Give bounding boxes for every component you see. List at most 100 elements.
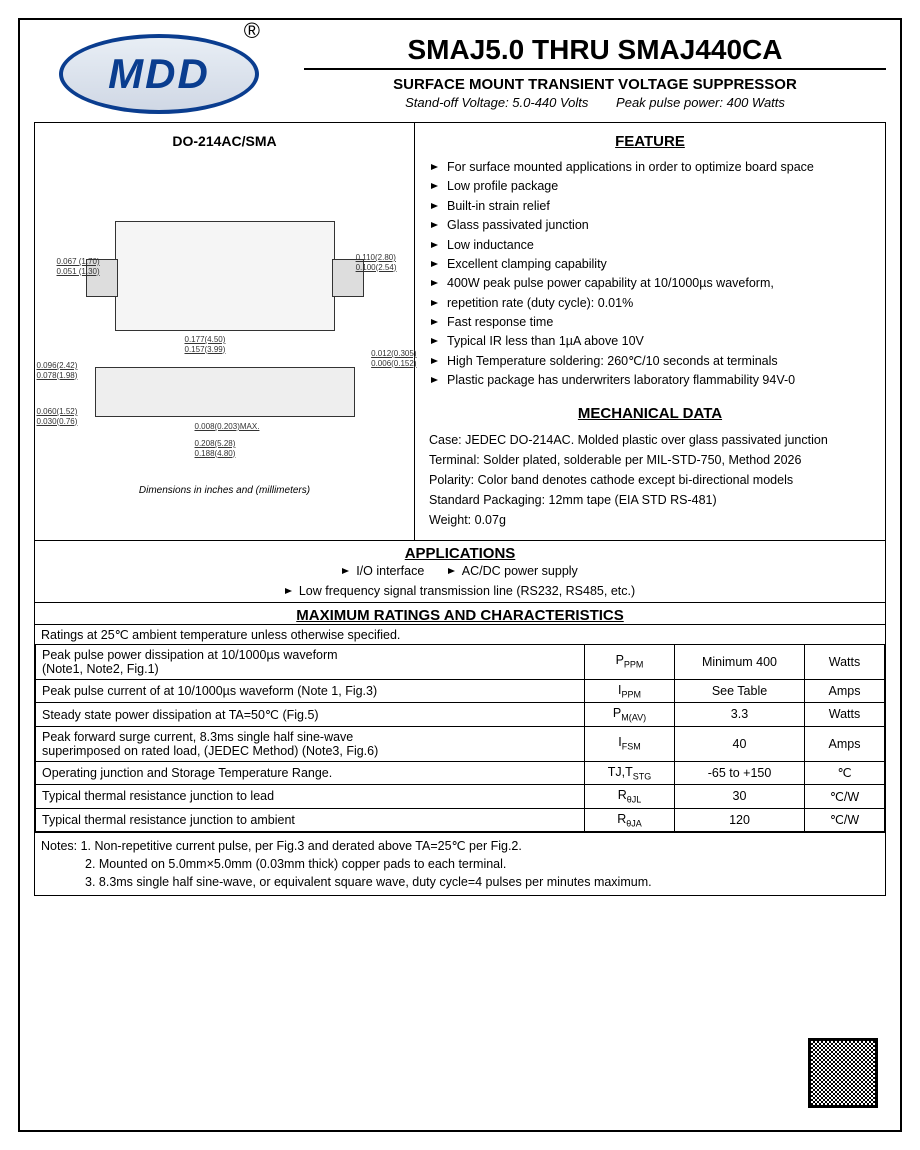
param-cell: Peak forward surge current, 8.3ms single… xyxy=(36,726,585,761)
applications-row-2: Low frequency signal transmission line (… xyxy=(35,582,885,602)
symbol-cell: RθJA xyxy=(585,808,675,832)
feature-item: For surface mounted applications in orde… xyxy=(429,158,871,177)
title-underline xyxy=(304,68,886,70)
table-row: Steady state power dissipation at TA=50℃… xyxy=(36,703,885,727)
feature-item: Low inductance xyxy=(429,236,871,255)
ratings-condition: Ratings at 25℃ ambient temperature unles… xyxy=(35,624,885,644)
unit-cell: ℃/W xyxy=(805,808,885,832)
dim-h2: 0.188(4.80) xyxy=(195,449,236,459)
package-side-view xyxy=(95,367,355,417)
feature-column: FEATURE For surface mounted applications… xyxy=(415,123,885,540)
content-frame: DO-214AC/SMA 0.067 (1.70) 0.051 (1.30) 0… xyxy=(34,122,886,896)
unit-cell: Amps xyxy=(805,679,885,703)
logo-box: MDD ® xyxy=(34,34,284,114)
feature-item: Low profile package xyxy=(429,177,871,196)
title-box: SMAJ5.0 THRU SMAJ440CA SURFACE MOUNT TRA… xyxy=(304,34,886,114)
dim-e2: 0.078(1.98) xyxy=(37,371,78,381)
table-row: Typical thermal resistance junction to a… xyxy=(36,808,885,832)
dim-b2: 0.100(2.54) xyxy=(356,263,397,273)
symbol-cell: TJ,TSTG xyxy=(585,761,675,785)
symbol-cell: RθJL xyxy=(585,785,675,809)
registered-mark: ® xyxy=(244,18,260,44)
symbol-cell: IPPM xyxy=(585,679,675,703)
mechanical-list: Case: JEDEC DO-214AC. Molded plastic ove… xyxy=(429,430,871,530)
symbol-cell: PM(AV) xyxy=(585,703,675,727)
two-col: DO-214AC/SMA 0.067 (1.70) 0.051 (1.30) 0… xyxy=(35,123,885,540)
package-diagram: 0.067 (1.70) 0.051 (1.30) 0.110(2.80) 0.… xyxy=(43,159,406,479)
unit-cell: Amps xyxy=(805,726,885,761)
package-top-view xyxy=(115,221,335,331)
dim-b1: 0.110(2.80) xyxy=(356,253,397,263)
feature-item: 400W peak pulse power capability at 10/1… xyxy=(429,274,871,293)
app-item: I/O interface xyxy=(342,564,424,578)
dim-note: Dimensions in inches and (millimeters) xyxy=(43,485,406,496)
dim-c1: 0.177(4.50) xyxy=(185,335,226,345)
feature-item: High Temperature soldering: 260℃/10 seco… xyxy=(429,352,871,371)
unit-cell: Watts xyxy=(805,703,885,727)
value-cell: See Table xyxy=(675,679,805,703)
mech-line: Weight: 0.07g xyxy=(429,510,871,530)
param-cell: Steady state power dissipation at TA=50℃… xyxy=(36,703,585,727)
qr-code xyxy=(808,1038,878,1108)
mech-line: Polarity: Color band denotes cathode exc… xyxy=(429,470,871,490)
dim-d2: 0.006(0.152) xyxy=(371,359,416,369)
param-cell: Typical thermal resistance junction to a… xyxy=(36,808,585,832)
param-cell: Peak pulse current of at 10/1000µs wavef… xyxy=(36,679,585,703)
page-frame: MDD ® SMAJ5.0 THRU SMAJ440CA SURFACE MOU… xyxy=(18,18,902,1132)
param-cell: Typical thermal resistance junction to l… xyxy=(36,785,585,809)
dim-e1: 0.096(2.42) xyxy=(37,361,78,371)
unit-cell: ℃/W xyxy=(805,785,885,809)
dim-f2: 0.030(0.76) xyxy=(37,417,78,427)
app-item: AC/DC power supply xyxy=(448,564,578,578)
table-row: Peak pulse current of at 10/1000µs wavef… xyxy=(36,679,885,703)
value-cell: 3.3 xyxy=(675,703,805,727)
ratings-table: Peak pulse power dissipation at 10/1000µ… xyxy=(35,644,885,833)
mech-line: Case: JEDEC DO-214AC. Molded plastic ove… xyxy=(429,430,871,450)
table-row: Peak pulse power dissipation at 10/1000µ… xyxy=(36,644,885,679)
unit-cell: Watts xyxy=(805,644,885,679)
note-1: Notes: 1. Non-repetitive current pulse, … xyxy=(41,837,879,855)
package-label: DO-214AC/SMA xyxy=(43,133,406,149)
symbol-cell: PPPM xyxy=(585,644,675,679)
applications-row-1: I/O interface AC/DC power supply xyxy=(35,562,885,582)
logo-text: MDD xyxy=(108,50,210,98)
value-cell: -65 to +150 xyxy=(675,761,805,785)
applications-title: APPLICATIONS xyxy=(35,540,885,562)
mech-line: Terminal: Solder plated, solderable per … xyxy=(429,450,871,470)
feature-item: Typical IR less than 1µA above 10V xyxy=(429,332,871,351)
value-cell: 40 xyxy=(675,726,805,761)
feature-item: Fast response time xyxy=(429,313,871,332)
dim-f1: 0.060(1.52) xyxy=(37,407,78,417)
value-cell: 30 xyxy=(675,785,805,809)
table-row: Peak forward surge current, 8.3ms single… xyxy=(36,726,885,761)
feature-item: Plastic package has underwriters laborat… xyxy=(429,371,871,390)
param-cell: Peak pulse power dissipation at 10/1000µ… xyxy=(36,644,585,679)
package-column: DO-214AC/SMA 0.067 (1.70) 0.051 (1.30) 0… xyxy=(35,123,415,540)
dim-g: 0.008(0.203)MAX. xyxy=(195,422,260,432)
table-row: Typical thermal resistance junction to l… xyxy=(36,785,885,809)
main-title: SMAJ5.0 THRU SMAJ440CA xyxy=(304,34,886,66)
spec-standoff: Stand-off Voltage: 5.0-440 Volts xyxy=(405,95,588,110)
mechanical-title: MECHANICAL DATA xyxy=(429,405,871,422)
app-item: Low frequency signal transmission line (… xyxy=(285,584,635,598)
note-2: 2. Mounted on 5.0mm×5.0mm (0.03mm thick)… xyxy=(41,855,879,873)
subtitle: SURFACE MOUNT TRANSIENT VOLTAGE SUPPRESS… xyxy=(304,76,886,93)
feature-title: FEATURE xyxy=(429,133,871,150)
notes: Notes: 1. Non-repetitive current pulse, … xyxy=(35,832,885,895)
mech-line: Standard Packaging: 12mm tape (EIA STD R… xyxy=(429,490,871,510)
dim-d1: 0.012(0.305) xyxy=(371,349,416,359)
spec-line: Stand-off Voltage: 5.0-440 Volts Peak pu… xyxy=(304,95,886,110)
unit-cell: ℃ xyxy=(805,761,885,785)
logo-oval: MDD ® xyxy=(59,34,259,114)
table-row: Operating junction and Storage Temperatu… xyxy=(36,761,885,785)
feature-item: Excellent clamping capability xyxy=(429,255,871,274)
dim-a1: 0.067 (1.70) xyxy=(57,257,100,267)
note-3: 3. 8.3ms single half sine-wave, or equiv… xyxy=(41,873,879,891)
symbol-cell: IFSM xyxy=(585,726,675,761)
param-cell: Operating junction and Storage Temperatu… xyxy=(36,761,585,785)
feature-item: Built-in strain relief xyxy=(429,197,871,216)
feature-item: repetition rate (duty cycle): 0.01% xyxy=(429,294,871,313)
feature-list: For surface mounted applications in orde… xyxy=(429,158,871,391)
ratings-title: MAXIMUM RATINGS AND CHARACTERISTICS xyxy=(35,602,885,624)
value-cell: Minimum 400 xyxy=(675,644,805,679)
